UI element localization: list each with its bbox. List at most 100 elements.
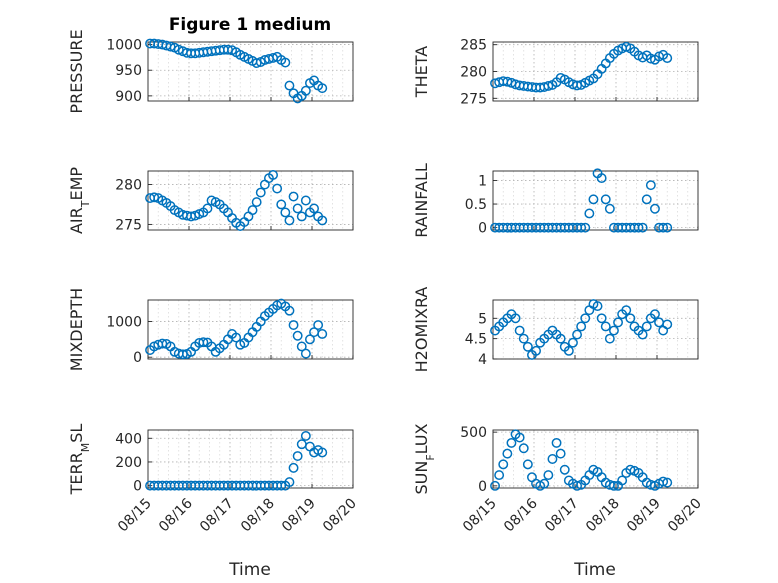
data-point bbox=[563, 345, 574, 356]
data-point bbox=[613, 317, 623, 328]
y-tick-label: 0.5 bbox=[465, 197, 487, 213]
data-point bbox=[568, 337, 578, 348]
y-axis-label: RAINFALL bbox=[412, 163, 431, 238]
x-tick-label: 08/20 bbox=[320, 496, 360, 536]
data-point bbox=[276, 199, 287, 210]
y-tick-label: 4.5 bbox=[465, 332, 487, 348]
data-point bbox=[600, 321, 611, 332]
data-point bbox=[284, 215, 295, 226]
y-tick-label: 285 bbox=[460, 38, 487, 54]
data-point bbox=[543, 470, 554, 481]
data-point bbox=[531, 345, 541, 356]
x-tick-label: 08/18 bbox=[583, 496, 623, 536]
subplot-h2omixra: 4 4.5 5 H2OMIXRA bbox=[412, 287, 699, 373]
data-point bbox=[510, 313, 521, 324]
y-tick-label: 0 bbox=[133, 350, 142, 366]
data-point bbox=[662, 319, 673, 330]
data-point bbox=[317, 83, 328, 94]
series-rainfall bbox=[490, 168, 673, 233]
data-point bbox=[522, 459, 533, 470]
data-point bbox=[305, 334, 315, 345]
data-point bbox=[300, 430, 311, 441]
data-point bbox=[255, 187, 266, 198]
data-point bbox=[658, 222, 669, 233]
data-point bbox=[300, 85, 311, 96]
y-tick-label: 0 bbox=[478, 221, 487, 237]
x-tick-label: 08/19 bbox=[624, 496, 664, 536]
y-axis-label-rest: LUX bbox=[412, 423, 431, 454]
subplot-rainfall: 0 0.5 1 RAINFALL bbox=[412, 163, 699, 238]
data-point bbox=[494, 470, 505, 481]
y-axis-label-main: SUN bbox=[412, 461, 431, 495]
y-axis-label-sub: F bbox=[424, 454, 437, 460]
subplot-air_temp: 275 280 AIRTEMP bbox=[67, 167, 354, 234]
series-terr_msl bbox=[145, 430, 328, 491]
data-point bbox=[317, 329, 328, 339]
y-axis-label: MIXDEPTH bbox=[67, 288, 86, 371]
data-point bbox=[580, 222, 591, 233]
subplot-pressure: 900 950 1000 PRESSURE bbox=[67, 29, 354, 114]
x-tick-label: 08/17 bbox=[197, 496, 237, 536]
data-point bbox=[272, 183, 283, 194]
data-point bbox=[641, 321, 652, 332]
data-point bbox=[231, 332, 242, 343]
data-point bbox=[296, 211, 307, 222]
y-axis-label: AIRTEMP bbox=[67, 167, 92, 234]
y-tick-label: 275 bbox=[460, 91, 487, 107]
data-point bbox=[292, 451, 303, 461]
series-h2omixra bbox=[490, 299, 673, 360]
data-point bbox=[288, 462, 299, 473]
data-point bbox=[247, 205, 258, 216]
data-point bbox=[662, 53, 673, 64]
y-axis-label: H2OMIXRA bbox=[412, 287, 431, 373]
grid-theta bbox=[493, 42, 698, 101]
data-point bbox=[650, 309, 660, 320]
data-point bbox=[502, 448, 513, 459]
data-point bbox=[514, 432, 525, 443]
grid-rainfall bbox=[493, 171, 698, 230]
series-air_temp bbox=[145, 170, 328, 231]
data-point bbox=[576, 321, 587, 332]
data-point bbox=[280, 57, 291, 68]
x-tick-label: 08/17 bbox=[542, 496, 582, 536]
data-point bbox=[645, 180, 656, 191]
data-point bbox=[288, 320, 299, 330]
data-point bbox=[584, 208, 595, 219]
y-axis-label-main: AIR bbox=[67, 207, 86, 234]
data-point bbox=[288, 191, 299, 202]
data-point bbox=[251, 197, 262, 208]
data-point bbox=[292, 203, 303, 214]
y-axis-label: TERRMSL bbox=[67, 424, 92, 496]
y-tick-label: 500 bbox=[460, 425, 487, 441]
grid-pressure bbox=[148, 42, 353, 101]
data-point bbox=[576, 222, 587, 233]
data-point bbox=[165, 41, 176, 52]
data-point bbox=[596, 313, 607, 324]
data-point bbox=[621, 305, 632, 316]
y-tick-label: 400 bbox=[115, 431, 142, 447]
data-point bbox=[658, 325, 669, 336]
data-point bbox=[300, 348, 311, 359]
y-axis-label: SUNFLUX bbox=[412, 423, 437, 494]
axes-frame bbox=[147, 429, 354, 489]
axes-frame bbox=[147, 170, 354, 231]
data-point bbox=[251, 58, 262, 68]
data-point bbox=[650, 203, 660, 214]
axes-frame bbox=[492, 429, 699, 489]
data-point bbox=[284, 305, 295, 316]
data-point bbox=[309, 203, 319, 214]
y-axis-label-rest: SL bbox=[67, 424, 86, 443]
x-tick-label: 08/19 bbox=[279, 496, 319, 536]
data-point bbox=[555, 448, 566, 459]
y-axis-label-main: TERR bbox=[67, 452, 86, 495]
data-point bbox=[539, 478, 550, 489]
data-point bbox=[572, 480, 582, 491]
data-point bbox=[280, 207, 291, 218]
data-point bbox=[662, 477, 673, 488]
y-tick-label: 1 bbox=[478, 173, 487, 189]
y-axis-label-rest: EMP bbox=[67, 167, 86, 201]
data-point bbox=[522, 341, 533, 352]
data-point bbox=[276, 480, 287, 491]
data-point bbox=[592, 301, 603, 312]
